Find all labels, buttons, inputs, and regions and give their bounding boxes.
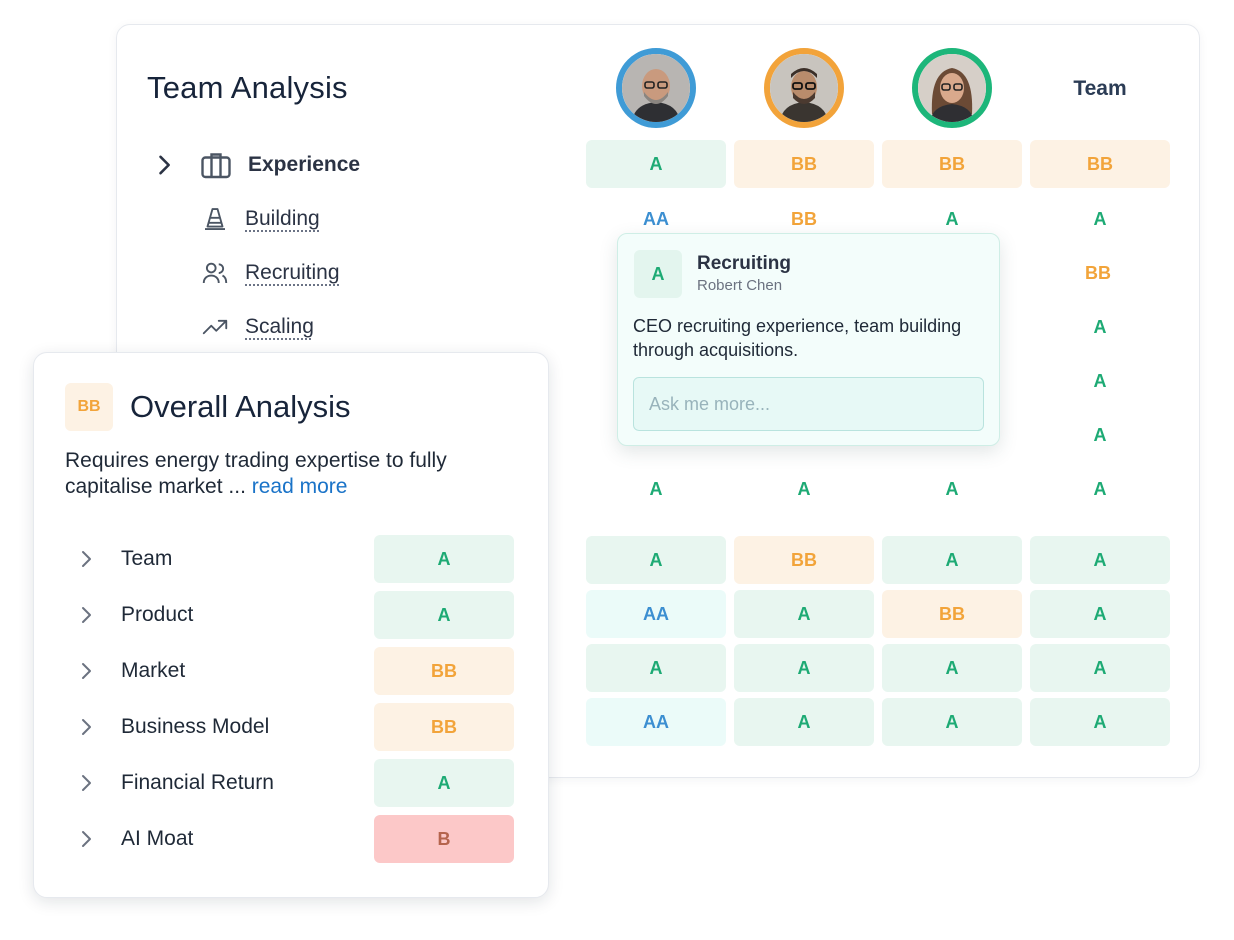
subrow-grade[interactable]: A xyxy=(945,478,959,499)
subrow-grade[interactable]: BB xyxy=(791,208,817,229)
category-row-ai-moat[interactable]: AI Moat xyxy=(74,815,193,863)
subrow-label[interactable]: Building xyxy=(245,207,320,230)
team-column-header: Team xyxy=(1073,77,1127,100)
experience-grade[interactable]: BB xyxy=(734,140,874,188)
avatar[interactable] xyxy=(764,48,844,128)
category-label: Team xyxy=(121,547,173,570)
category-grade[interactable]: A xyxy=(1030,698,1170,746)
experience-grade[interactable]: BB xyxy=(1030,140,1170,188)
category-label: AI Moat xyxy=(121,827,194,850)
category-grade[interactable]: A xyxy=(1030,536,1170,584)
category-label: Product xyxy=(121,603,194,626)
traffic-cone-icon xyxy=(205,208,225,230)
category-grade[interactable]: A xyxy=(882,698,1022,746)
subrow-scaling[interactable]: Scaling xyxy=(200,312,314,342)
popover-title: Recruiting xyxy=(697,253,791,274)
avatar[interactable] xyxy=(616,48,696,128)
category-grade-badge[interactable]: BB xyxy=(374,647,514,695)
experience-grade[interactable]: BB xyxy=(882,140,1022,188)
subrow-grade[interactable]: BB xyxy=(1085,262,1111,283)
chevron-right-icon[interactable] xyxy=(74,715,98,739)
page-title: Team Analysis xyxy=(147,70,348,105)
category-grade[interactable]: BB xyxy=(882,590,1022,638)
ask-more-input[interactable] xyxy=(633,377,984,431)
chevron-right-icon[interactable] xyxy=(74,547,98,571)
category-grade[interactable]: A xyxy=(734,644,874,692)
overall-description-text: Requires energy trading expertise to ful… xyxy=(65,449,447,498)
category-grade[interactable]: A xyxy=(734,698,874,746)
chevron-right-icon[interactable] xyxy=(74,827,98,851)
popover-body: CEO recruiting experience, team building… xyxy=(633,316,962,360)
category-grade[interactable]: A xyxy=(882,644,1022,692)
category-grade-badge[interactable]: BB xyxy=(374,703,514,751)
subrow-grade[interactable]: A xyxy=(649,478,663,499)
read-more-link[interactable]: read more xyxy=(251,475,348,498)
subrow-grade[interactable]: A xyxy=(1093,424,1107,445)
category-grade[interactable]: A xyxy=(882,536,1022,584)
avatar[interactable] xyxy=(912,48,992,128)
category-grade[interactable]: A xyxy=(586,536,726,584)
subrow-label[interactable]: Recruiting xyxy=(245,261,340,284)
category-label: Business Model xyxy=(121,715,270,738)
category-grade[interactable]: A xyxy=(1030,644,1170,692)
person-photo-icon xyxy=(918,54,986,122)
category-row-product[interactable]: Product xyxy=(74,591,193,639)
experience-row[interactable]: Experience xyxy=(150,146,360,184)
users-icon xyxy=(202,262,228,284)
overall-description: Requires energy trading expertise to ful… xyxy=(65,448,535,500)
subrow-grade[interactable]: A xyxy=(945,208,959,229)
category-row-financial-return[interactable]: Financial Return xyxy=(74,759,274,807)
category-grade-badge[interactable]: A xyxy=(374,591,514,639)
category-grade[interactable]: A xyxy=(1030,590,1170,638)
overall-analysis-card: BB Overall Analysis Requires energy trad… xyxy=(33,352,549,898)
category-grade[interactable]: A xyxy=(586,644,726,692)
experience-grade[interactable]: A xyxy=(586,140,726,188)
subrow-recruiting[interactable]: Recruiting xyxy=(200,258,340,288)
overall-grade-badge: BB xyxy=(65,383,113,431)
overall-title: Overall Analysis xyxy=(130,389,351,424)
subrow-label[interactable]: Scaling xyxy=(245,315,314,338)
category-label: Financial Return xyxy=(121,771,274,794)
person-photo-icon xyxy=(770,54,838,122)
popover-person: Robert Chen xyxy=(697,277,783,294)
chevron-right-icon[interactable] xyxy=(74,603,98,627)
subrow-grade[interactable]: A xyxy=(1093,316,1107,337)
person-photo-icon xyxy=(622,54,690,122)
category-grade[interactable]: BB xyxy=(734,536,874,584)
subrow-grade[interactable]: A xyxy=(1093,370,1107,391)
category-grade-badge[interactable]: A xyxy=(374,759,514,807)
subrow-grade[interactable]: A xyxy=(1093,208,1107,229)
recruiting-popover: A Recruiting Robert Chen CEO recruiting … xyxy=(617,233,1000,446)
category-row-team[interactable]: Team xyxy=(74,535,172,583)
subrow-grade[interactable]: AA xyxy=(643,208,669,229)
subrow-building[interactable]: Building xyxy=(200,204,320,234)
category-grade-badge[interactable]: B xyxy=(374,815,514,863)
subrow-grade[interactable]: A xyxy=(1093,478,1107,499)
chevron-right-icon[interactable] xyxy=(150,151,178,179)
category-grade[interactable]: AA xyxy=(586,590,726,638)
chevron-right-icon[interactable] xyxy=(74,659,98,683)
experience-label: Experience xyxy=(248,153,361,176)
category-grade[interactable]: A xyxy=(734,590,874,638)
category-grade-badge[interactable]: A xyxy=(374,535,514,583)
subrow-grade[interactable]: A xyxy=(797,478,811,499)
popover-grade-badge: A xyxy=(634,250,682,298)
briefcase-icon xyxy=(201,153,231,179)
chevron-right-icon[interactable] xyxy=(74,771,98,795)
category-row-market[interactable]: Market xyxy=(74,647,185,695)
category-label: Market xyxy=(121,659,186,682)
trending-up-icon xyxy=(202,319,228,335)
category-grade[interactable]: AA xyxy=(586,698,726,746)
category-row-business-model[interactable]: Business Model xyxy=(74,703,269,751)
